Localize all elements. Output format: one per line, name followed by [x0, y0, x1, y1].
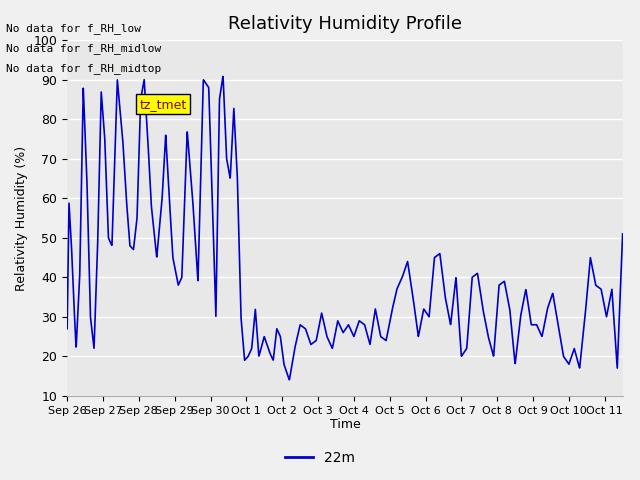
- X-axis label: Time: Time: [330, 419, 360, 432]
- Text: No data for f_RH_midlow: No data for f_RH_midlow: [6, 43, 162, 54]
- Y-axis label: Relativity Humidity (%): Relativity Humidity (%): [15, 145, 28, 290]
- Legend: 22m: 22m: [280, 445, 360, 471]
- Title: Relativity Humidity Profile: Relativity Humidity Profile: [228, 15, 462, 33]
- Text: No data for f_RH_midtop: No data for f_RH_midtop: [6, 63, 162, 74]
- Text: tz_tmet: tz_tmet: [140, 98, 187, 111]
- Text: No data for f_RH_low: No data for f_RH_low: [6, 23, 141, 34]
